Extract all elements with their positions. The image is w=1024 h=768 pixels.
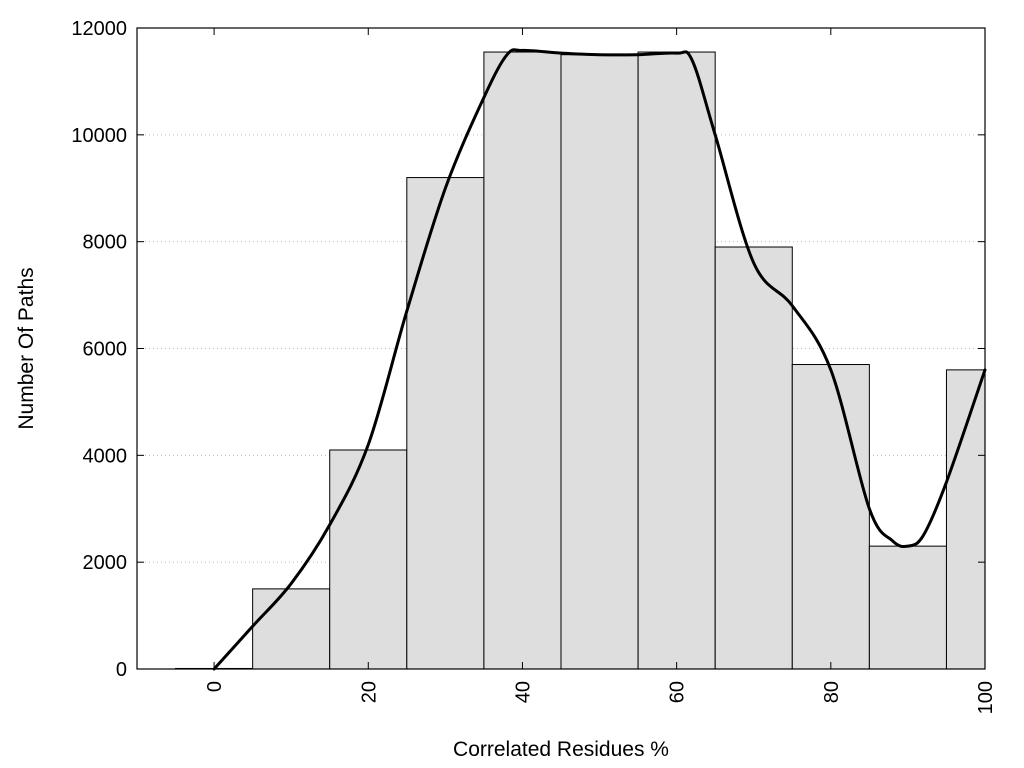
ticks-layer [137, 27, 986, 670]
bar [252, 588, 331, 670]
y-axis-title: Number Of Paths [15, 267, 38, 429]
x-tick-label: 100 [975, 681, 997, 714]
x-axis-title: Correlated Residues % [453, 738, 669, 761]
y-tick-label: 12000 [71, 18, 127, 40]
bar [406, 177, 485, 670]
y-tick-label: 2000 [83, 552, 128, 574]
fit-curve [212, 48, 987, 671]
x-tick-label: 40 [512, 681, 534, 703]
x-tick-label: 80 [821, 681, 843, 703]
y-tick-label: 4000 [83, 445, 128, 467]
bar [560, 54, 639, 670]
bars-layer [175, 51, 986, 670]
bar [791, 364, 870, 670]
bar [483, 51, 562, 670]
tick-labels-layer: 0 2000 4000 6000 8000 10000 12000 0 20 40 60 80 100 [71, 18, 997, 714]
bar [868, 545, 947, 670]
bar [329, 449, 408, 670]
x-tick-label: 0 [204, 681, 226, 692]
bar [714, 246, 793, 670]
bar [945, 369, 986, 670]
y-tick-label: 6000 [83, 339, 128, 361]
y-tick-label: 0 [116, 659, 127, 681]
x-tick-label: 60 [667, 681, 689, 703]
bar [637, 51, 716, 670]
curve-layer [212, 48, 987, 671]
x-tick-label: 20 [358, 681, 380, 703]
y-tick-label: 10000 [71, 125, 127, 147]
y-tick-label: 8000 [83, 232, 128, 254]
